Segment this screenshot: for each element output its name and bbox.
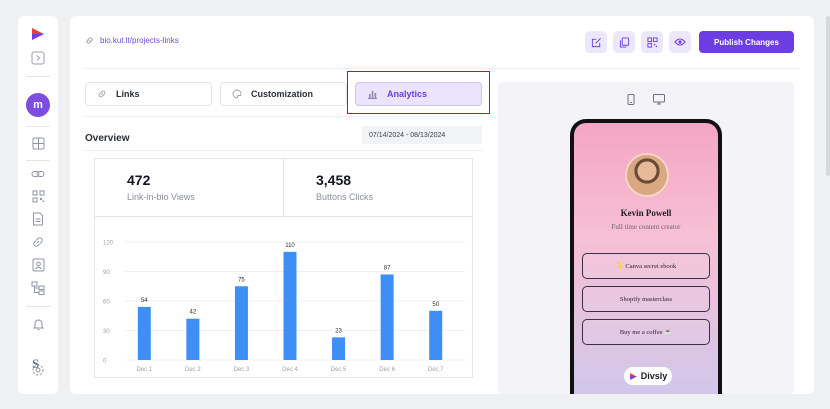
bio-link-button[interactable]: Buy me a coffee ☕	[582, 319, 710, 345]
stat-clicks-value: 3,458	[316, 172, 352, 188]
link-icon	[98, 90, 106, 98]
x-tick-label: Dec 5	[331, 367, 347, 373]
qr-code-button[interactable]	[641, 31, 663, 53]
x-tick-label: Dec 7	[428, 367, 444, 373]
tab-links[interactable]: Links	[85, 82, 212, 106]
qr-code-icon	[646, 36, 658, 48]
chart-bar	[186, 318, 200, 360]
tab-customization-label: Customization	[251, 89, 313, 99]
x-tick-label: Dec 1	[136, 367, 152, 373]
stat-views-value: 472	[127, 172, 151, 188]
overview-divider	[85, 150, 482, 151]
tab-analytics[interactable]: Analytics	[355, 82, 482, 106]
divsly-logo-icon	[629, 372, 637, 380]
chart-bar	[429, 310, 443, 360]
preview-panel: Kevin Powell Full time content creator ✨…	[498, 82, 794, 394]
analytics-tab-highlight	[347, 71, 490, 114]
stat-divider	[283, 159, 284, 217]
copy-icon	[619, 36, 629, 48]
profile-subtitle: Full time content creator	[611, 223, 681, 231]
divsly-logo-text: Divsly	[640, 371, 668, 381]
bio-link-button[interactable]: ✨ Canva secret ebook	[582, 253, 710, 279]
desktop-view-button[interactable]	[651, 91, 667, 107]
data-label: 50	[432, 302, 439, 308]
y-tick-label: 60	[103, 300, 110, 306]
eye-icon	[674, 38, 686, 46]
dashboard-icon[interactable]	[30, 135, 46, 151]
data-label: 75	[238, 277, 245, 283]
link-icon	[86, 37, 93, 44]
analytics-card: 472 Link-in-bio Views 3,458 Buttons Clic…	[94, 158, 473, 378]
app-logo-icon[interactable]	[30, 26, 46, 42]
header-divider	[85, 68, 799, 69]
phone-mockup: Kevin Powell Full time content creator ✨…	[570, 119, 722, 394]
data-label: 87	[384, 265, 391, 271]
mobile-view-button[interactable]	[623, 91, 639, 107]
stat-views-label: Link-in-bio Views	[127, 192, 195, 202]
notifications-bell-icon[interactable]	[30, 316, 46, 332]
tab-links-label: Links	[116, 89, 140, 99]
palette-icon	[232, 89, 242, 99]
date-range-picker[interactable]: 07/14/2024 - 08/13/2024	[362, 126, 482, 144]
stat-clicks: 3,458 Buttons Clicks	[284, 159, 472, 217]
short-links-icon[interactable]	[30, 166, 46, 182]
contacts-icon[interactable]	[30, 257, 46, 273]
y-tick-label: 120	[103, 241, 114, 247]
chart-bar	[332, 337, 346, 360]
tab-analytics-label: Analytics	[387, 89, 428, 99]
edit-icon	[591, 37, 601, 47]
y-tick-label: 30	[103, 329, 110, 335]
desktop-icon	[653, 93, 665, 104]
main-panel: bio.kut.lt/projects-links Publish Change…	[70, 16, 814, 394]
bio-link-button[interactable]: Shopify masterclass	[582, 286, 710, 312]
profile-name: Kevin Powell	[620, 208, 672, 218]
x-tick-label: Dec 4	[282, 367, 298, 373]
preview-button[interactable]	[669, 31, 691, 53]
brand-s-icon[interactable]: S	[32, 356, 40, 371]
y-tick-label: 90	[103, 270, 110, 276]
mobile-icon	[627, 93, 635, 105]
sidebar: m S	[18, 16, 58, 394]
overview-title: Overview	[85, 133, 130, 144]
data-label: 54	[141, 298, 148, 304]
data-label: 110	[285, 243, 295, 249]
chart-bar	[234, 286, 248, 360]
chart-bar	[380, 274, 394, 360]
duplicate-button[interactable]	[613, 31, 635, 53]
link-in-bio-icon[interactable]	[30, 234, 46, 250]
divsly-logo: Divsly	[624, 367, 672, 385]
edit-button[interactable]	[585, 31, 607, 53]
tab-customization[interactable]: Customization	[220, 82, 347, 106]
x-tick-label: Dec 3	[234, 367, 250, 373]
tabs-divider	[85, 116, 482, 117]
x-tick-label: Dec 6	[379, 367, 395, 373]
url-row[interactable]: bio.kut.lt/projects-links	[85, 36, 179, 45]
expand-sidebar-icon[interactable]	[30, 50, 46, 66]
settings-gear-icon[interactable]	[30, 362, 46, 378]
stat-views: 472 Link-in-bio Views	[95, 159, 283, 217]
x-tick-label: Dec 2	[185, 367, 201, 373]
chart-bar	[137, 306, 151, 360]
bio-url[interactable]: bio.kut.lt/projects-links	[100, 36, 179, 45]
page-scrollbar[interactable]	[826, 16, 830, 176]
qr-code-icon[interactable]	[30, 188, 46, 204]
publish-changes-button[interactable]: Publish Changes	[699, 31, 794, 53]
y-tick-label: 0	[103, 359, 107, 365]
analytics-chart-icon	[368, 91, 377, 99]
avatar[interactable]: m	[26, 93, 50, 117]
bar-chart: 0 30 60 90 120 54 Dec 1 42 Dec 2 75 Dec 3 110 Dec 4 2…	[103, 241, 465, 373]
chart-bar	[283, 251, 297, 360]
hierarchy-icon[interactable]	[30, 280, 46, 296]
stat-clicks-label: Buttons Clicks	[316, 192, 374, 202]
pages-icon[interactable]	[30, 211, 46, 227]
data-label: 42	[190, 310, 197, 316]
profile-avatar	[625, 153, 669, 197]
phone-screen: Kevin Powell Full time content creator ✨…	[574, 123, 718, 394]
data-label: 23	[335, 328, 342, 334]
